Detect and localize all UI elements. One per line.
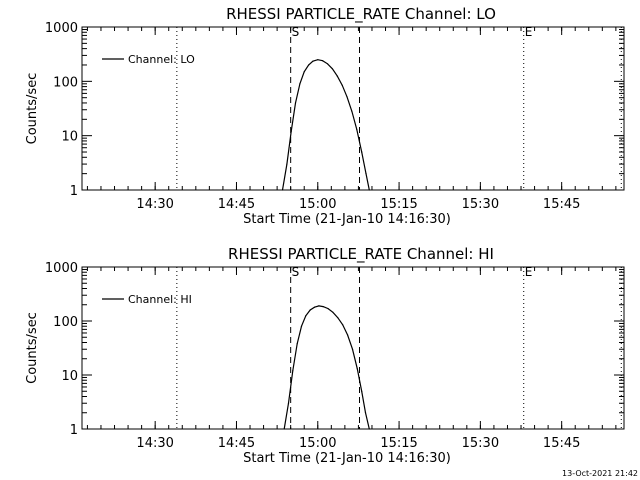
panel1-x-tick-label: 14:30	[136, 197, 173, 212]
panel1-series-point	[294, 102, 297, 104]
panel1-series-point	[317, 59, 319, 61]
panel1-series-point	[281, 189, 284, 191]
panel2-series-point	[300, 325, 303, 327]
plot-timestamp: 13-Oct-2021 21:42	[562, 469, 638, 478]
panel2-marker-label-E: E	[525, 265, 533, 279]
panel2-series-point	[361, 390, 363, 392]
panel2-series-point	[351, 348, 354, 350]
panel1-series-point	[326, 63, 329, 65]
panel1-marker-label-E: E	[525, 25, 533, 39]
panel1-y-tick-label: 100	[53, 75, 78, 90]
panel2-series-point	[337, 317, 339, 319]
panel2-series-point	[313, 306, 316, 308]
panel1-x-tick-label: 15:30	[462, 197, 499, 212]
panel2-series-point	[368, 428, 370, 430]
panel2-series-point	[287, 402, 290, 404]
panel2-series-point	[322, 306, 324, 308]
panel1-series-point	[331, 68, 333, 70]
panel2-series-point	[292, 370, 294, 372]
panel1-series-point	[346, 96, 348, 98]
panel2-y-axis-label: Counts/sec	[25, 312, 40, 384]
panel2-x-tick-label: 15:00	[299, 436, 336, 451]
panel2-y-tick-label: 1000	[45, 261, 78, 276]
panel1-y-tick-label: 1000	[45, 21, 78, 36]
panel1-series-point	[308, 64, 310, 66]
panel1-series-point	[290, 130, 292, 132]
panel2-axes-frame	[81, 266, 625, 430]
panel2-series-point	[342, 324, 344, 326]
panel1-x-tick-label: 15:45	[543, 197, 580, 212]
panel2-y-tick-label: 100	[53, 315, 78, 330]
panel2-y-tick-label: 10	[61, 369, 78, 384]
panel1-legend-label: Channel: LO	[128, 53, 195, 66]
panel1-y-tick-label: 10	[61, 130, 78, 145]
panel1-axes-frame	[81, 26, 625, 191]
panel2-x-axis-label: Start Time (21-Jan-10 14:16:30)	[243, 451, 451, 466]
panel1-series-point	[299, 83, 301, 85]
panel1-x-tick-label: 14:45	[218, 197, 255, 212]
panel1-series-point	[356, 128, 358, 131]
panel2-y-tick-label: 1	[70, 423, 78, 438]
panel2-series-point	[347, 334, 349, 336]
panel2-x-tick-label: 15:45	[543, 436, 580, 451]
panel2-series-point	[296, 343, 298, 345]
panel2-x-tick-label: 14:45	[218, 436, 255, 451]
panel2-series-point	[318, 305, 320, 307]
panel1-series-point	[341, 84, 343, 86]
panel2-legend-label: Channel: HI	[128, 293, 192, 306]
panel2-series-point	[305, 315, 307, 317]
panel2-series-point	[332, 311, 334, 313]
panel1-series-point	[351, 110, 353, 112]
panel2-series-point	[364, 412, 367, 414]
panel1-marker-label-S: S	[292, 25, 300, 39]
panel1-x-tick-label: 15:00	[299, 197, 336, 212]
panel2-series-point	[327, 308, 329, 310]
panel2-x-tick-label: 14:30	[136, 436, 173, 451]
panel1-y-axis-label: Counts/sec	[25, 73, 40, 145]
panel1-series-point	[368, 189, 370, 191]
panel1-series-line-1	[281, 59, 370, 191]
panel2-x-tick-label: 15:30	[462, 436, 499, 451]
panel1-series-point	[322, 60, 324, 62]
panel1-series-point	[365, 173, 367, 175]
panel2-chart-title: RHESSI PARTICLE_RATE Channel: HI	[228, 245, 494, 264]
panel2-marker-label-S: S	[292, 265, 300, 279]
panel1-series-point	[336, 75, 338, 77]
panel1-chart-title: RHESSI PARTICLE_RATE Channel: LO	[226, 5, 496, 24]
panel1-series-point	[286, 163, 288, 165]
panel1-y-tick-label: 1	[70, 184, 78, 199]
panel1-series-point	[361, 151, 363, 153]
panel2-series-point	[309, 309, 311, 311]
panel2-series-line-1	[283, 305, 370, 430]
panel2-x-tick-label: 15:15	[380, 436, 417, 451]
panel1-series-point	[312, 60, 314, 62]
panel1-series-point	[303, 71, 305, 73]
panel1-x-tick-label: 15:15	[380, 197, 417, 212]
panel2-series-point	[283, 428, 285, 430]
panel2-series-point	[356, 368, 358, 370]
panel1-x-axis-label: Start Time (21-Jan-10 14:16:30)	[243, 212, 451, 227]
